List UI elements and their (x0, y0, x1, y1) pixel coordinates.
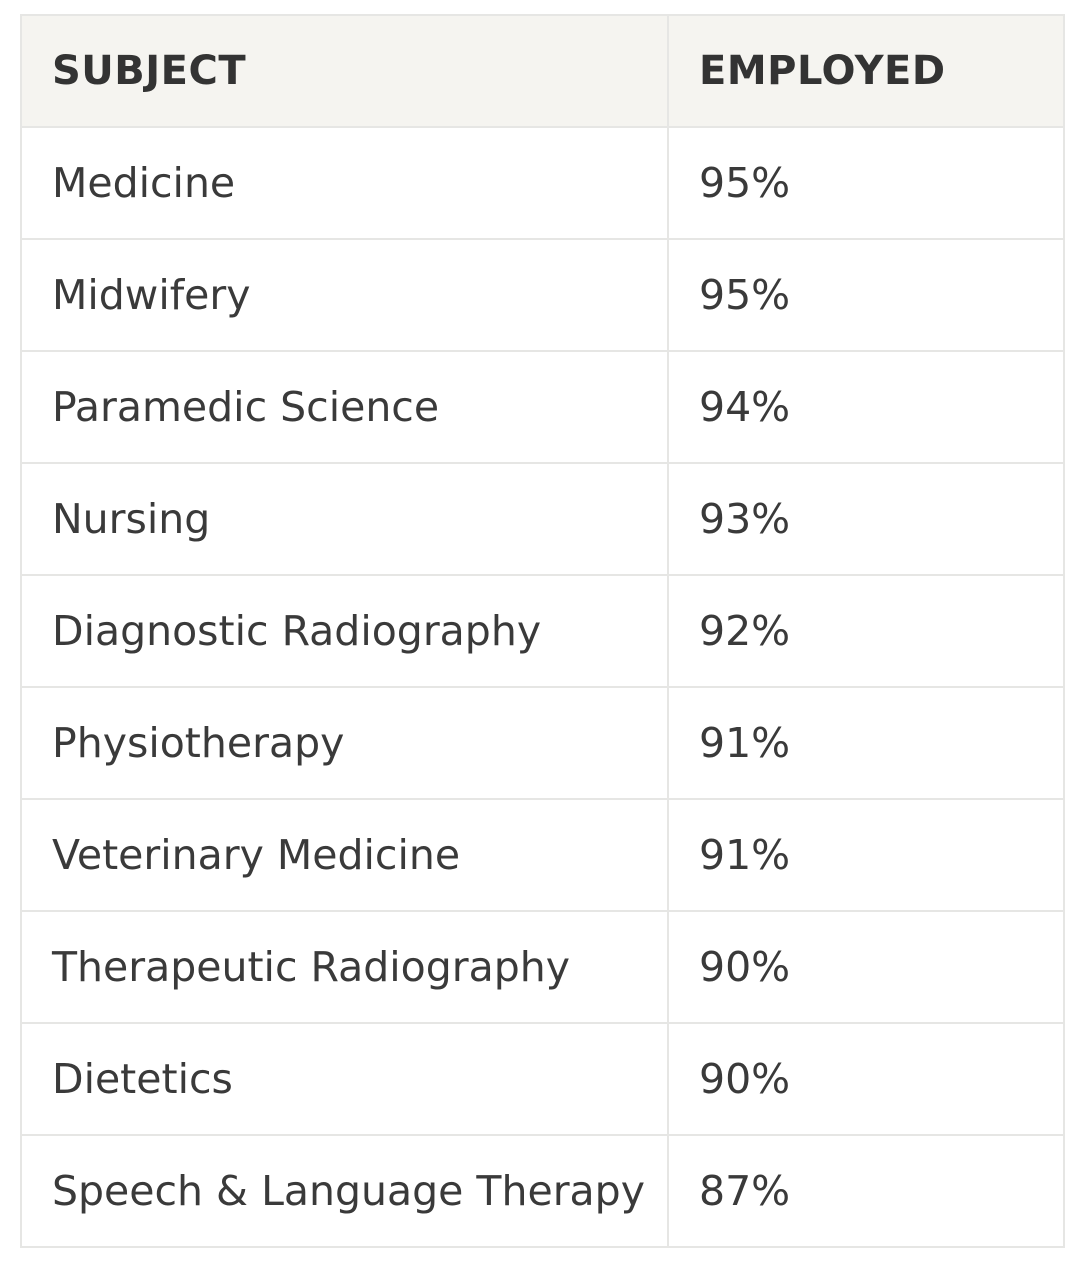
employed-cell: 93% (667, 462, 1065, 576)
employed-cell: 87% (667, 1134, 1065, 1248)
table-header: SUBJECT EMPLOYED (20, 14, 1065, 128)
employed-column-header: EMPLOYED (667, 14, 1065, 128)
employed-cell: 95% (667, 126, 1065, 240)
table-row: Paramedic Science 94% (20, 350, 1065, 464)
subject-cell: Paramedic Science (20, 350, 669, 464)
subject-cell: Midwifery (20, 238, 669, 352)
employed-cell: 94% (667, 350, 1065, 464)
subject-cell: Therapeutic Radiography (20, 910, 669, 1024)
table-row: Nursing 93% (20, 462, 1065, 576)
subject-cell: Veterinary Medicine (20, 798, 669, 912)
subject-cell: Physiotherapy (20, 686, 669, 800)
table-row: Veterinary Medicine 91% (20, 798, 1065, 912)
table-row: Dietetics 90% (20, 1022, 1065, 1136)
table-row: Diagnostic Radiography 92% (20, 574, 1065, 688)
employed-cell: 92% (667, 574, 1065, 688)
table-row: Therapeutic Radiography 90% (20, 910, 1065, 1024)
employed-cell: 90% (667, 1022, 1065, 1136)
employed-cell: 91% (667, 686, 1065, 800)
table-row: Medicine 95% (20, 126, 1065, 240)
employed-cell: 90% (667, 910, 1065, 1024)
subject-cell: Nursing (20, 462, 669, 576)
subject-cell: Diagnostic Radiography (20, 574, 669, 688)
subject-cell: Medicine (20, 126, 669, 240)
table-row: Physiotherapy 91% (20, 686, 1065, 800)
employed-cell: 95% (667, 238, 1065, 352)
employed-cell: 91% (667, 798, 1065, 912)
employment-table-container: SUBJECT EMPLOYED Medicine 95% Midwifery … (20, 14, 1065, 1248)
table-body: Medicine 95% Midwifery 95% Paramedic Sci… (20, 126, 1065, 1248)
subject-column-header: SUBJECT (20, 14, 669, 128)
table-row: Speech & Language Therapy 87% (20, 1134, 1065, 1248)
header-row: SUBJECT EMPLOYED (20, 14, 1065, 128)
employment-table: SUBJECT EMPLOYED Medicine 95% Midwifery … (20, 14, 1065, 1248)
table-row: Midwifery 95% (20, 238, 1065, 352)
subject-cell: Dietetics (20, 1022, 669, 1136)
subject-cell: Speech & Language Therapy (20, 1134, 669, 1248)
